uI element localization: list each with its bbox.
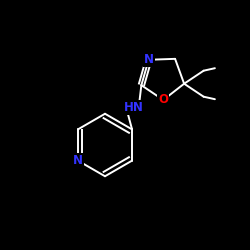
- Text: O: O: [158, 94, 168, 106]
- Text: N: N: [73, 154, 83, 167]
- Text: HN: HN: [124, 101, 144, 114]
- Text: N: N: [144, 53, 154, 66]
